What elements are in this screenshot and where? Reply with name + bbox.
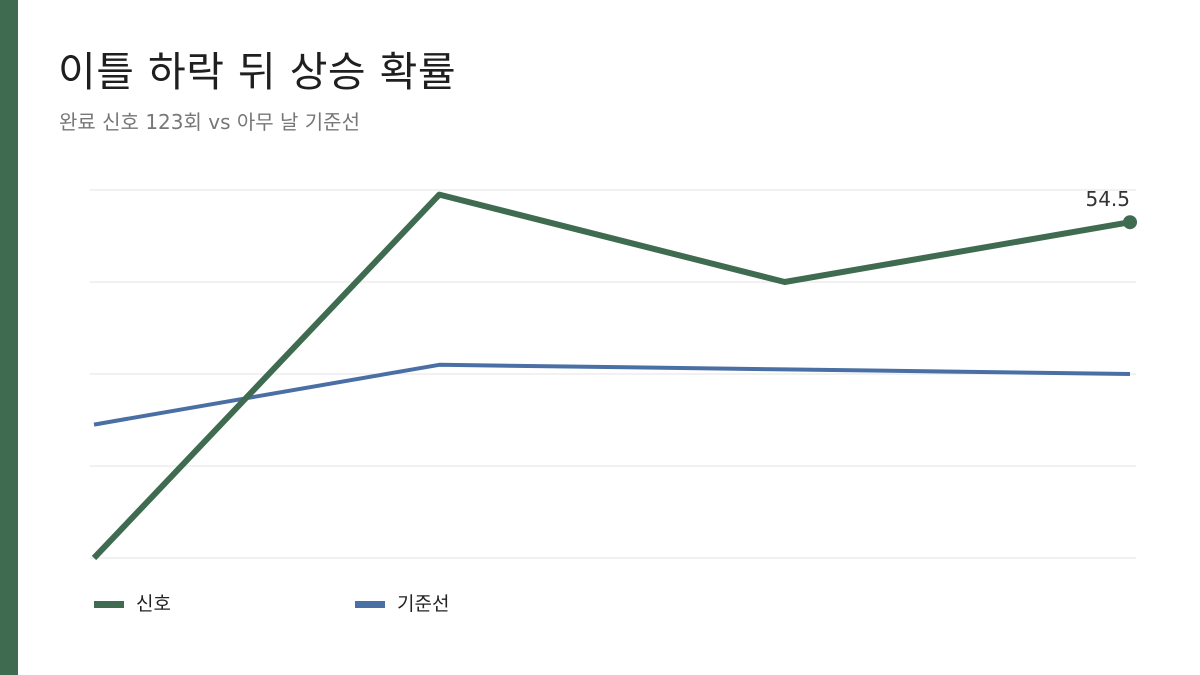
signal-end-point <box>1123 215 1137 230</box>
signal-end-label: 54.5 <box>1085 187 1130 211</box>
series-line-signal <box>91 191 1131 561</box>
data-labels: 54.5 <box>1085 187 1130 211</box>
legend-label-baseline: 기준선 <box>397 593 449 615</box>
series-layer <box>91 191 1137 561</box>
accent-bar <box>0 0 18 675</box>
gridlines <box>90 189 1136 559</box>
legend-label-signal: 신호 <box>136 593 171 615</box>
legend-swatch-baseline <box>355 601 385 608</box>
legend: 신호 기준선 <box>94 593 449 615</box>
legend-swatch-signal <box>94 601 124 608</box>
series-line-baseline <box>93 362 1131 427</box>
chart-title: 이틀 하락 뒤 상승 확률 <box>58 48 457 96</box>
chart-subtitle: 완료 신호 123회 vs 아무 날 기준선 <box>59 110 360 134</box>
